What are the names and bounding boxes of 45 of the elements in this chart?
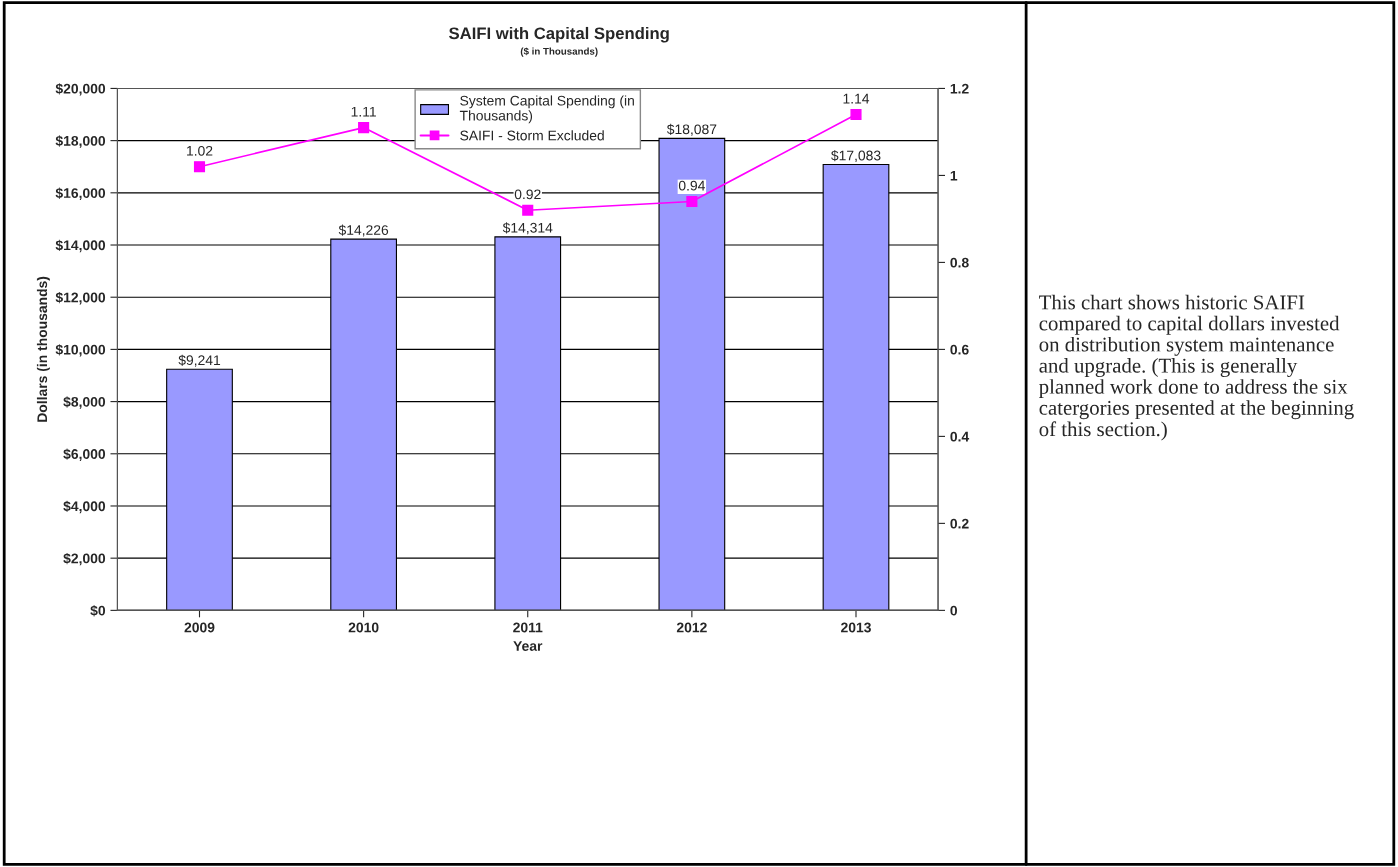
data-label: $14,314 bbox=[502, 222, 553, 235]
y2-tick-label: 0.4 bbox=[950, 431, 970, 442]
text: This chart shows historic SAIFI compared to capital dollars invested on distribution system maintenance and upgrade. (This is generally planned work done to address the six catergories presented at the beginning of this section.) bbox=[1039, 294, 1354, 441]
chart-subtitle: ($ in Thousands) bbox=[520, 47, 598, 57]
point bbox=[193, 161, 206, 173]
y-tick-label: $14,000 bbox=[55, 239, 106, 253]
y-tick-label: $10,000 bbox=[55, 344, 106, 357]
y-tick-label: $16,000 bbox=[55, 187, 106, 200]
y-tick-label: $0 bbox=[90, 605, 106, 617]
data-label: 0.92 bbox=[514, 189, 541, 200]
x-tick-label: 2009 bbox=[184, 622, 215, 633]
legend-label: SAIFI - Storm Excluded bbox=[460, 130, 604, 141]
y-tick-label: $8,000 bbox=[63, 396, 106, 409]
y-axis-title: Dollars (in thousands) bbox=[36, 276, 50, 422]
y-tick-label: $12,000 bbox=[55, 291, 106, 305]
data-label: $17,083 bbox=[831, 150, 881, 163]
y-tick-label: $20,000 bbox=[55, 83, 106, 96]
x-axis-title: Year bbox=[513, 641, 543, 651]
point bbox=[850, 108, 862, 121]
data-label: $14,226 bbox=[338, 224, 389, 237]
y2-tick-label: 1.2 bbox=[950, 83, 969, 94]
data-label: 1.02 bbox=[187, 145, 213, 156]
data-label: 1.14 bbox=[843, 93, 870, 104]
y2-tick-label: 1 bbox=[950, 170, 958, 181]
y2-tick-label: 0.8 bbox=[950, 257, 969, 268]
point bbox=[522, 204, 534, 216]
chart-title: SAIFI with Capital Spending bbox=[449, 26, 669, 43]
y-tick-label: $4,000 bbox=[63, 500, 106, 514]
legend-label: System Capital Spending (in Thousands) bbox=[459, 95, 634, 124]
data-label: 1.11 bbox=[351, 106, 376, 117]
y2-tick-label: 0.6 bbox=[950, 344, 969, 355]
y-tick-label: $18,000 bbox=[55, 135, 106, 148]
x-tick-label: 2010 bbox=[348, 622, 379, 633]
x-tick-label: 2012 bbox=[676, 622, 707, 633]
data-label: 0.94 bbox=[678, 180, 705, 191]
y-tick-label: $2,000 bbox=[63, 552, 106, 566]
y2-tick-label: 0 bbox=[950, 605, 958, 616]
point bbox=[686, 195, 698, 208]
y2-tick-label: 0.2 bbox=[950, 518, 969, 529]
x-tick-label: 2013 bbox=[841, 622, 871, 633]
data-label: $18,087 bbox=[666, 123, 717, 136]
x-tick-label: 2011 bbox=[513, 622, 543, 633]
data-label: $9,241 bbox=[178, 354, 221, 367]
point bbox=[358, 122, 370, 134]
y-tick-label: $6,000 bbox=[63, 448, 106, 461]
